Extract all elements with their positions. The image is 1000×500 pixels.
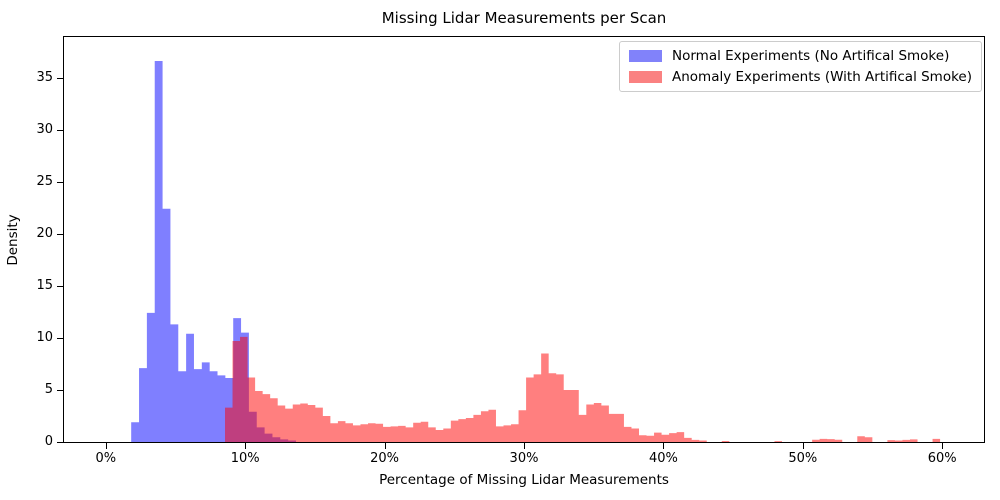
y-tick-mark [57, 129, 63, 131]
y-tick-label: 20 [36, 225, 53, 241]
y-tick-mark [57, 337, 63, 339]
y-tick-mark [57, 233, 63, 235]
x-tick-mark [802, 443, 804, 449]
y-tick-mark [57, 181, 63, 183]
histogram-anomaly [225, 336, 941, 442]
x-tick-mark [105, 443, 107, 449]
legend-swatch-anomaly [629, 71, 662, 83]
y-tick-label: 0 [44, 434, 53, 449]
legend: Normal Experiments (No Artifical Smoke) … [619, 41, 982, 92]
x-tick-mark [245, 443, 247, 449]
x-tick-label: 20% [370, 451, 400, 466]
y-tick-mark [57, 77, 63, 79]
x-tick-label: 40% [648, 451, 678, 466]
y-tick-label: 30 [36, 121, 53, 137]
y-tick-label: 25 [36, 173, 53, 189]
x-tick-label: 10% [230, 451, 260, 466]
x-tick-mark [384, 443, 386, 449]
y-tick-mark [57, 389, 63, 391]
y-tick-mark [57, 285, 63, 287]
x-axis-label: Percentage of Missing Lidar Measurements [379, 472, 669, 488]
legend-item-normal: Normal Experiments (No Artifical Smoke) [629, 48, 972, 64]
plot-area [63, 36, 985, 443]
y-axis-label: Density [5, 214, 21, 266]
histogram-normal [131, 60, 296, 442]
legend-label-anomaly: Anomaly Experiments (With Artifical Smok… [672, 69, 972, 85]
x-tick-label: 50% [788, 451, 818, 466]
legend-item-anomaly: Anomaly Experiments (With Artifical Smok… [629, 69, 972, 85]
x-tick-label: 60% [927, 451, 957, 466]
y-tick-label: 10 [36, 329, 53, 345]
x-tick-mark [942, 443, 944, 449]
y-tick-mark [57, 442, 63, 443]
x-tick-label: 0% [95, 451, 117, 466]
legend-swatch-normal [629, 50, 662, 62]
chart-title: Missing Lidar Measurements per Scan [381, 9, 667, 27]
y-tick-label: 35 [36, 69, 53, 85]
y-tick-label: 5 [44, 381, 53, 397]
x-tick-mark [663, 443, 665, 449]
x-tick-mark [524, 443, 525, 449]
y-tick-label: 15 [36, 277, 53, 293]
x-tick-label: 30% [509, 451, 539, 466]
legend-label-normal: Normal Experiments (No Artifical Smoke) [672, 48, 950, 64]
histogram-canvas [131, 60, 941, 442]
